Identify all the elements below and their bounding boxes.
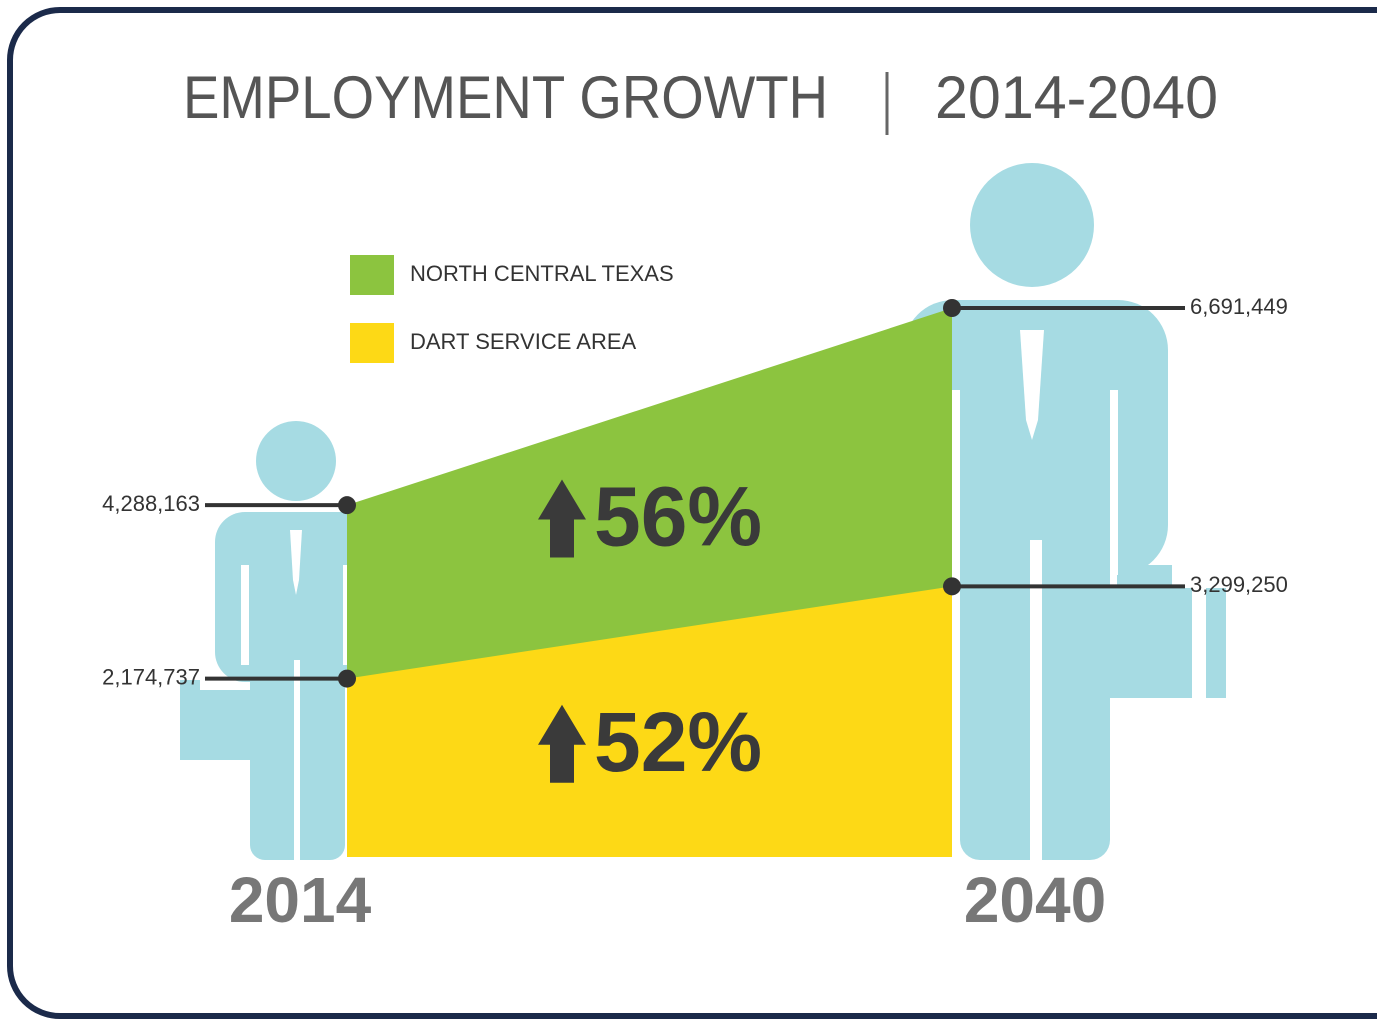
point bbox=[943, 577, 961, 596]
change-label: 52% bbox=[594, 695, 762, 789]
point bbox=[338, 669, 356, 688]
legend-swatch bbox=[350, 323, 394, 363]
up-arrow bbox=[538, 704, 586, 783]
legend-swatch bbox=[350, 255, 394, 295]
value-label: 2,174,737 bbox=[102, 664, 200, 689]
point bbox=[943, 299, 961, 317]
legend-label: NORTH CENTRAL TEXAS bbox=[410, 261, 674, 286]
person-large bbox=[903, 163, 1226, 860]
value-label: 6,691,449 bbox=[1190, 294, 1288, 319]
chart-subtitle: 2014-2040 bbox=[935, 64, 1218, 131]
up-arrow bbox=[538, 479, 586, 558]
x-tick-label: 2040 bbox=[964, 864, 1106, 936]
point bbox=[338, 496, 356, 515]
value-label: 4,288,163 bbox=[102, 491, 200, 516]
legend-label: DART SERVICE AREA bbox=[410, 329, 637, 354]
area bbox=[347, 586, 952, 857]
chart-title: EMPLOYMENT GROWTH bbox=[183, 64, 828, 131]
value-label: 3,299,250 bbox=[1190, 572, 1288, 597]
x-tick-label: 2014 bbox=[229, 864, 372, 936]
person-small bbox=[180, 421, 380, 860]
change-label: 56% bbox=[594, 470, 762, 564]
